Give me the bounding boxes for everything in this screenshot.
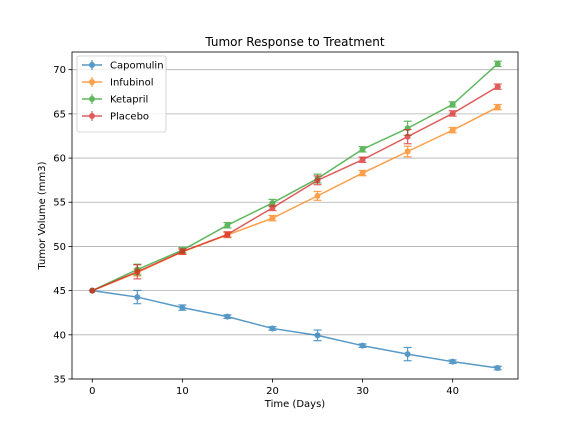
- x-tick-label: 20: [266, 386, 279, 397]
- data-point: [494, 60, 501, 67]
- data-point: [359, 156, 366, 163]
- data-point: [449, 101, 456, 108]
- y-tick-label: 55: [53, 198, 66, 209]
- legend-swatch-marker: [89, 62, 95, 68]
- data-point: [494, 83, 501, 90]
- data-point: [224, 222, 231, 229]
- y-tick-label: 45: [53, 286, 66, 297]
- y-tick-label: 40: [53, 330, 66, 341]
- data-point: [269, 215, 276, 222]
- data-point: [314, 192, 321, 199]
- data-point: [494, 104, 501, 111]
- data-point: [449, 358, 456, 365]
- data-point: [179, 248, 186, 255]
- data-point: [404, 133, 411, 140]
- y-tick-label: 70: [53, 65, 66, 76]
- legend-label: Placebo: [110, 112, 149, 123]
- legend: Capomulin Infubinol Ketapril Placebo: [76, 55, 167, 133]
- legend-swatch: [82, 94, 102, 104]
- data-point: [269, 199, 276, 206]
- series-line: [92, 289, 498, 369]
- legend-label: Capomulin: [110, 61, 164, 72]
- x-tick-label: 30: [356, 386, 369, 397]
- x-axis-label: Time (Days): [264, 399, 326, 410]
- data-point: [359, 170, 366, 177]
- data-point: [449, 127, 456, 134]
- y-tick-label: 65: [53, 109, 66, 120]
- data-point: [179, 304, 186, 311]
- y-tick-label: 60: [53, 154, 66, 165]
- data-point: [134, 294, 141, 301]
- chart-title: Tumor Response to Treatment: [204, 35, 385, 49]
- data-point: [359, 342, 366, 349]
- series-group: [89, 60, 502, 372]
- data-point: [314, 332, 321, 339]
- data-point: [89, 287, 96, 294]
- legend-label: Ketapril: [110, 95, 148, 106]
- plot-frame: [71, 51, 519, 380]
- x-tick-label: 10: [176, 386, 189, 397]
- series-line: [91, 63, 499, 292]
- legend-swatch-marker: [89, 113, 95, 119]
- x-tick-label: 40: [446, 386, 459, 397]
- data-point: [314, 177, 321, 184]
- legend-label: Infubinol: [110, 78, 154, 89]
- data-point: [449, 110, 456, 117]
- legend-box: [76, 55, 167, 133]
- series-line: [91, 85, 499, 292]
- data-point: [404, 351, 411, 358]
- data-point: [269, 325, 276, 332]
- legend-swatch: [82, 111, 102, 121]
- data-point: [404, 148, 411, 155]
- legend-swatch-marker: [89, 96, 95, 102]
- x-tick-label: 0: [89, 386, 95, 397]
- series-placebo: [89, 83, 502, 294]
- legend-swatch: [82, 60, 102, 70]
- data-point: [359, 146, 366, 153]
- data-point: [269, 204, 276, 211]
- y-tick-label: 50: [53, 242, 66, 253]
- y-axis-label: Tumor Volume (mm3): [37, 161, 48, 270]
- data-point: [224, 231, 231, 238]
- legend-swatch-marker: [89, 79, 95, 85]
- data-point: [134, 268, 141, 275]
- data-point: [494, 365, 501, 372]
- y-tick-label: 35: [53, 375, 66, 386]
- data-point: [224, 313, 231, 320]
- legend-swatch: [82, 77, 102, 87]
- axis-ticks: 35 40 45 50 55 60 65 70 0 10 20 30 40: [53, 65, 459, 397]
